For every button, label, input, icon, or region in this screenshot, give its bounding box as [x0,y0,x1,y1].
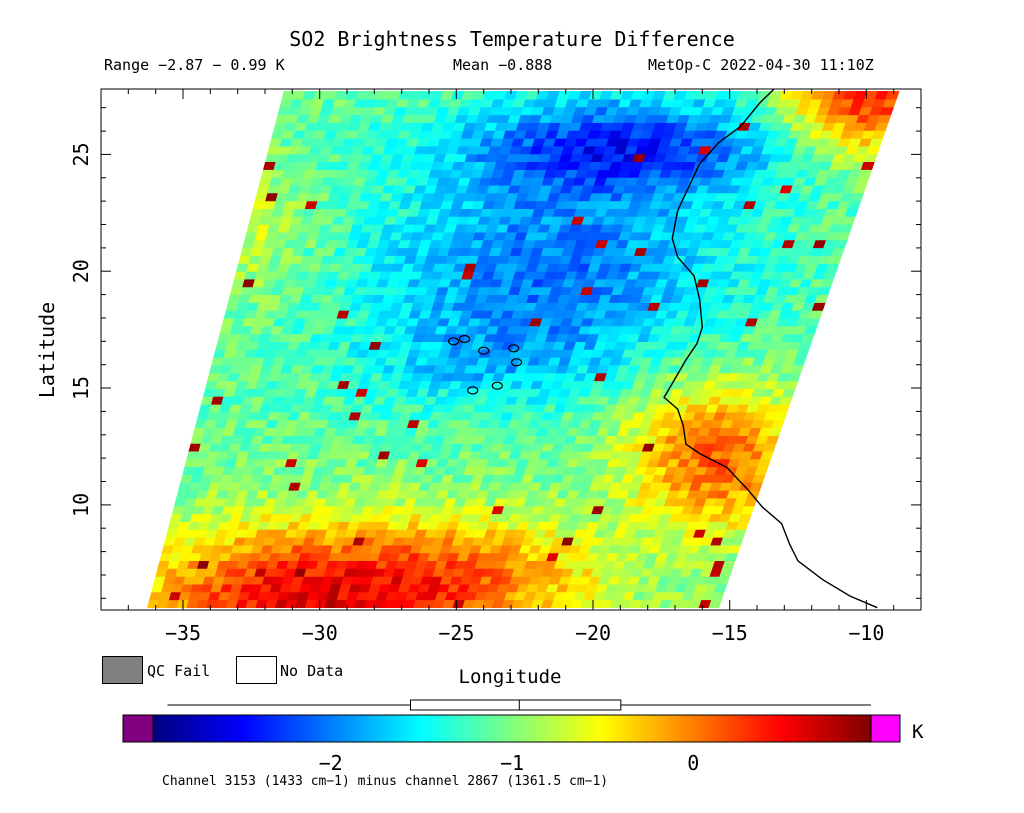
heatmap-cell [882,98,897,108]
y-tick-label: 25 [69,142,93,166]
x-tick-label: −15 [712,621,748,645]
colorbar: −2 −1 0 K [122,699,924,775]
heatmap-cell [885,91,900,100]
y-tick-label: 15 [69,376,93,400]
heatmap-cells [147,91,900,609]
satellite-time-text: MetOp-C 2022-04-30 11:10Z [648,56,874,74]
x-axis-label: Longitude [458,666,562,688]
boxplot-box [410,699,622,711]
heatmap-cell [860,161,875,170]
chart-title: SO2 Brightness Temperature Difference [289,27,735,51]
footnote: Channel 3153 (1433 cm−1) minus channel 2… [162,774,609,789]
x-tick-label: −30 [302,621,338,645]
colorbar-tick-label: 0 [687,751,699,775]
colorbar-tick-label: −2 [319,751,343,775]
heatmap-cell [879,106,895,116]
heatmap-cell [871,130,886,139]
range-text: Range −2.87 − 0.99 K [104,56,285,74]
colorbar-tick-label: −1 [500,751,524,775]
colorbar-over [871,715,900,742]
mean-text: Mean −0.888 [453,56,553,74]
qc-fail-swatch [102,656,143,684]
colorbar-under [123,715,153,742]
x-tick-label: −10 [848,621,884,645]
qc-fail-label: QC Fail [147,662,211,680]
no-data-swatch [236,656,277,684]
heatmap-cell [858,169,873,178]
heatmap-cell [869,138,884,147]
x-tick-label: −35 [165,621,201,645]
y-axis-label: Latitude [35,302,59,398]
heatmap-cell [855,177,870,186]
x-tick-label: −25 [438,621,474,645]
heatmap-cell [849,192,865,202]
heatmap-cell [866,145,881,155]
no-data-label: No Data [280,662,344,680]
heatmap-cell [874,122,889,131]
y-tick-label: 20 [69,259,93,283]
y-tick-label: 10 [69,493,93,517]
colorbar-unit: K [912,721,924,743]
heatmap-cell [847,200,862,209]
x-tick-label: −20 [575,621,611,645]
